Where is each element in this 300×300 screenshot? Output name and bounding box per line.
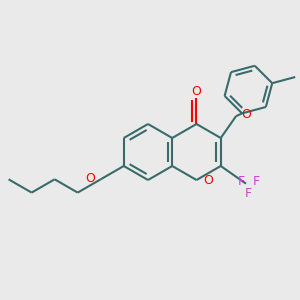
Text: O: O <box>203 173 213 187</box>
Text: F: F <box>252 175 260 188</box>
Text: F: F <box>244 187 251 200</box>
Text: O: O <box>85 172 95 185</box>
Text: O: O <box>192 85 201 98</box>
Text: F: F <box>237 175 244 188</box>
Text: O: O <box>241 108 251 121</box>
